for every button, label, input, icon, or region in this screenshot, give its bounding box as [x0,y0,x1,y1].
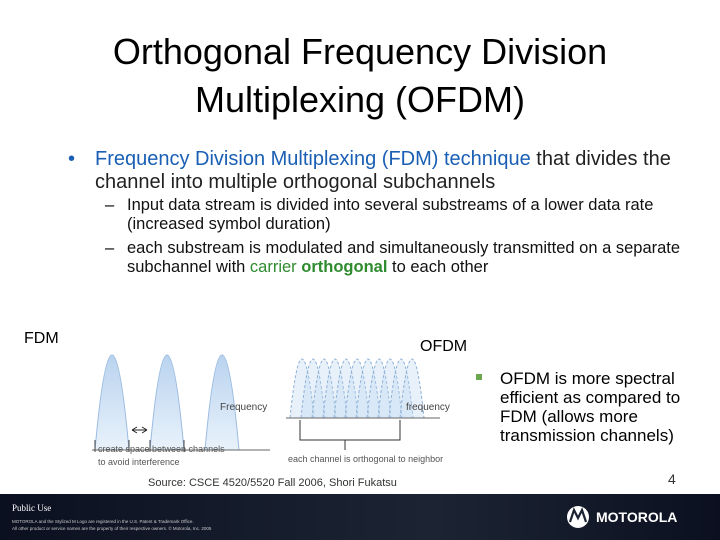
ofdm-hump [366,358,392,419]
ofdm-hump [399,358,425,419]
side-bullet-dot [476,374,482,380]
legal-line: MOTOROLA and the Stylized M Logo are reg… [12,519,194,524]
dash: – [105,239,115,257]
bullet-highlight: Frequency Division Multiplexing (FDM) te… [95,148,531,170]
ofdm-hump [311,358,337,419]
ofdm-hump [333,358,359,419]
brand: MOTOROLA [596,509,677,525]
bullet-text: that divides the channel into multiple o… [95,148,671,193]
ofdm-note: each channel is orthogonal to neighbor [288,454,443,464]
ofdm-hump [322,358,348,419]
ofdm-hump [300,358,326,419]
ofdm-bracket [299,420,401,450]
carrier-word: carrier [249,258,297,276]
ofdm-label: OFDM [420,338,467,355]
fdm-label: FDM [24,330,59,347]
fdm-note-text: create space between channels to avoid in… [98,444,225,467]
ofdm-hump [388,358,414,419]
fdm-note: create space between channels to avoid in… [98,444,225,467]
ofdm-hump [355,358,381,419]
sub-bullet-text: each substream is modulated and simultan… [127,239,681,276]
ofdm-hump [377,358,403,419]
ofdm-humps [289,358,425,419]
dash: – [105,196,115,214]
source: Source: CSCE 4520/5520 Fall 2006, Shori … [148,477,397,489]
title: Orthogonal Frequency Division Multiplexi… [112,31,608,120]
bullet: Frequency Division Multiplexing (FDM) te… [95,148,705,194]
logo-m [568,507,588,523]
sub-bullet: Input data stream is divided into severa… [127,196,654,233]
footer [0,494,720,540]
orthogonal-word: orthogonal [301,258,388,276]
side-bullet: OFDM is more spectral efficient as compa… [500,369,681,445]
ofdm-hump [344,358,370,419]
classification: Public Use [12,503,51,513]
fdm-axis: Frequency [220,402,267,413]
bullet-dot: • [68,148,76,170]
sub-bullet: each substream is modulated and simultan… [127,239,702,277]
fdm-humps [92,354,270,452]
ofdm-axis: frequency [406,402,450,413]
sub-bullet-tail: to each other [392,258,489,276]
ofdm-hump [289,358,315,419]
page-number: 4 [668,471,676,487]
legal-line: All other product or service names are t… [12,525,212,531]
